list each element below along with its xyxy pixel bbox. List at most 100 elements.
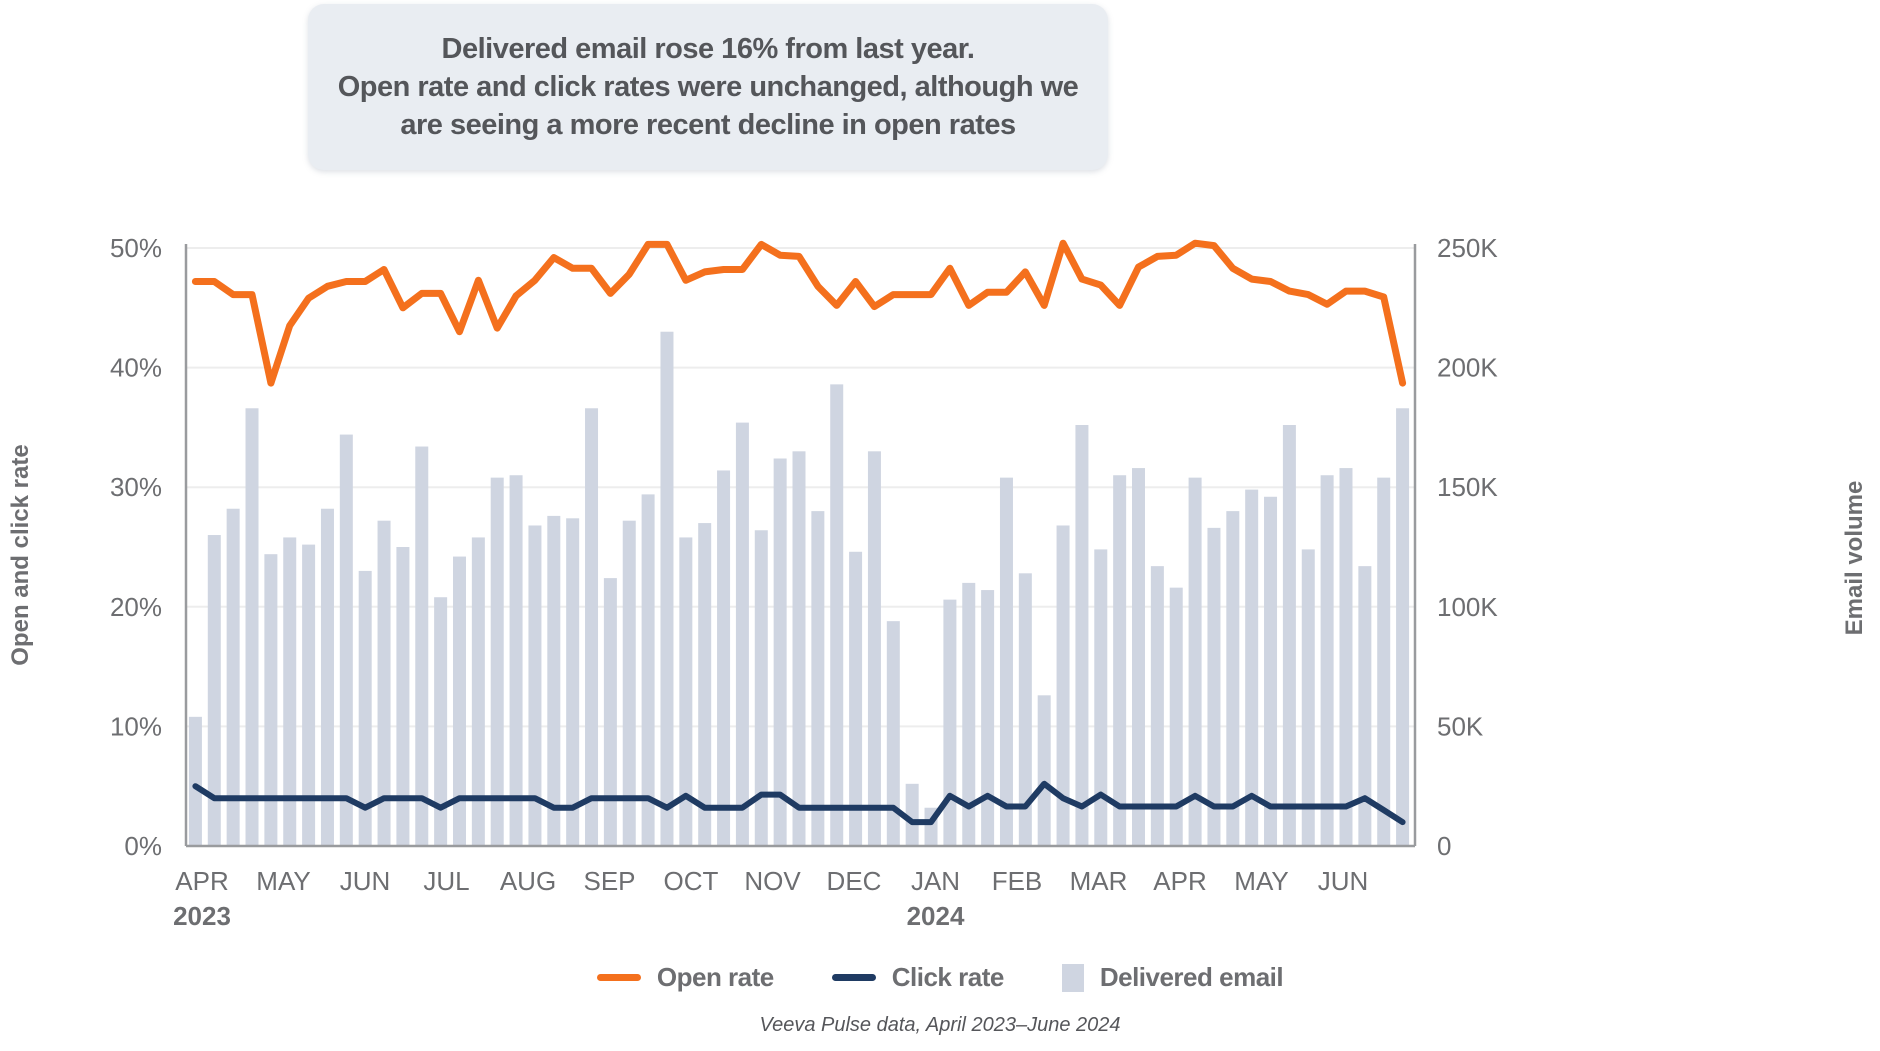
- delivered-email-bar: [622, 520, 636, 846]
- delivered-email-bar: [1037, 695, 1051, 846]
- delivered-email-bar: [434, 597, 448, 846]
- insight-title-line2: Open rate and click rates were unchanged…: [337, 70, 1079, 103]
- left-axis-tick-label: 50%: [110, 233, 162, 263]
- left-axis-tick-label: 30%: [110, 472, 162, 502]
- click-rate-line-swatch-icon: [831, 974, 876, 981]
- delivered-email-bar: [566, 518, 580, 846]
- delivered-email-bar-swatch-icon: [1061, 963, 1084, 992]
- x-axis-month-label: JUN: [340, 866, 391, 896]
- delivered-email-bar: [1075, 425, 1089, 846]
- delivered-email-bar: [1188, 477, 1202, 846]
- delivered-email-bar: [585, 408, 599, 846]
- right-axis-tick-label: 100K: [1437, 592, 1498, 622]
- right-axis-tick-label: 0: [1437, 831, 1451, 861]
- left-axis-tick-label: 10%: [110, 711, 162, 741]
- left-axis-tick-label: 40%: [110, 353, 162, 383]
- delivered-email-bar: [1113, 475, 1127, 846]
- delivered-email-bar: [358, 570, 372, 846]
- delivered-email-bar: [1396, 408, 1410, 846]
- x-axis-month-label: DEC: [827, 866, 882, 896]
- delivered-email-bar: [1226, 511, 1240, 846]
- delivered-email-bar: [226, 508, 240, 846]
- delivered-email-bar: [471, 537, 485, 846]
- x-axis-month-label: MAR: [1070, 866, 1128, 896]
- x-axis-month-label: APR: [175, 866, 228, 896]
- right-axis-tick-label: 200K: [1437, 353, 1498, 383]
- left-axis-title: Open and click rate: [7, 444, 34, 665]
- delivered-email-bar: [603, 578, 617, 846]
- delivered-email-bar: [188, 716, 202, 846]
- delivered-email-bar: [679, 537, 693, 846]
- left-axis-tick-label: 20%: [110, 592, 162, 622]
- delivered-email-bar: [283, 537, 297, 846]
- legend-item-open-rate: Open rate: [596, 962, 774, 993]
- delivered-email-bar: [1301, 549, 1315, 846]
- delivered-email-bar: [1264, 496, 1278, 846]
- delivered-email-bar: [660, 331, 674, 847]
- delivered-email-bar: [811, 511, 825, 846]
- delivered-email-bar: [717, 470, 731, 846]
- delivered-email-bar: [867, 451, 881, 846]
- right-axis-title: Email volume: [1841, 481, 1868, 636]
- delivered-email-bar: [981, 590, 995, 846]
- delivered-email-bar: [339, 434, 353, 846]
- legend-label-open-rate: Open rate: [656, 962, 774, 992]
- delivered-email-bar: [1056, 525, 1070, 846]
- delivered-email-bar: [1320, 475, 1334, 846]
- legend-label-delivered-email: Delivered email: [1099, 962, 1284, 992]
- delivered-email-bar: [452, 556, 466, 846]
- x-axis-month-label: APR: [1153, 866, 1206, 896]
- delivered-email-bar: [735, 422, 749, 846]
- delivered-email-bar: [905, 783, 919, 846]
- x-axis-month-label: JUN: [1318, 866, 1369, 896]
- delivered-email-bar: [396, 547, 410, 846]
- x-axis-month-label: OCT: [664, 866, 719, 896]
- right-axis-tick-label: 250K: [1437, 233, 1498, 263]
- delivered-email-bar: [1094, 549, 1108, 846]
- delivered-email-bar: [1282, 425, 1296, 846]
- right-axis-tick-label: 150K: [1437, 472, 1498, 502]
- delivered-email-bar: [1018, 573, 1032, 846]
- x-axis-month-label: AUG: [500, 866, 556, 896]
- x-axis-month-label: NOV: [744, 866, 801, 896]
- delivered-email-bar: [999, 477, 1013, 846]
- delivered-email-bar: [264, 554, 278, 846]
- delivered-email-bar: [792, 451, 806, 846]
- delivered-email-bar: [1132, 468, 1146, 846]
- delivered-email-bar: [1150, 566, 1164, 846]
- delivered-email-bar: [698, 523, 712, 846]
- delivered-email-bar: [245, 408, 259, 846]
- x-axis-month-label: MAY: [256, 866, 310, 896]
- x-axis-month-label: MAY: [1234, 866, 1288, 896]
- x-axis-year-label: 2024: [907, 901, 965, 931]
- delivered-email-bar: [547, 515, 561, 846]
- delivered-email-bar: [415, 446, 429, 846]
- legend-label-click-rate: Click rate: [891, 962, 1005, 992]
- legend-item-delivered-email: Delivered email: [1061, 962, 1284, 993]
- delivered-email-bar: [207, 535, 221, 846]
- x-axis-month-label: JUL: [423, 866, 469, 896]
- delivered-email-bar: [320, 508, 334, 846]
- delivered-email-bar: [886, 621, 900, 846]
- left-axis-tick-label: 0%: [124, 831, 162, 861]
- delivered-email-bar: [849, 551, 863, 846]
- delivered-email-bar: [1245, 489, 1259, 846]
- delivered-email-bar: [1339, 468, 1353, 846]
- insight-title-line1: Delivered email rose 16% from last year.: [441, 32, 975, 65]
- delivered-email-bar: [302, 544, 316, 846]
- x-axis-month-label: SEP: [583, 866, 635, 896]
- delivered-email-bar: [641, 494, 655, 846]
- delivered-email-bar: [1207, 527, 1221, 846]
- chart-legend: Open rate Click rate Delivered email: [0, 962, 1880, 993]
- delivered-email-bar: [754, 530, 768, 846]
- delivered-email-bar: [1169, 587, 1183, 846]
- delivered-email-bar: [528, 525, 542, 846]
- insight-title-box: Delivered email rose 16% from last year.…: [308, 4, 1108, 170]
- delivered-email-bar: [490, 477, 504, 846]
- delivered-email-bar: [1377, 477, 1391, 846]
- insight-title-text: Delivered email rose 16% from last year.…: [338, 30, 1079, 145]
- open-rate-line-swatch-icon: [596, 974, 641, 981]
- delivered-email-bar: [377, 520, 391, 846]
